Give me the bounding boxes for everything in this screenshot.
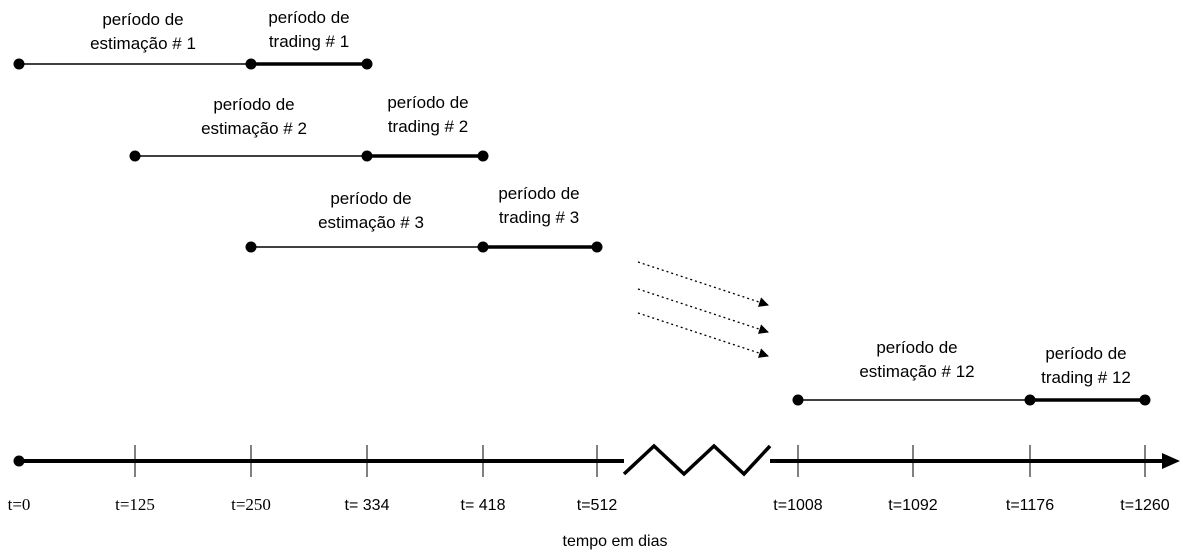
- trading-label-3b: trading # 3: [499, 208, 579, 227]
- period-1: período de estimação # 1 período de trad…: [13, 8, 373, 70]
- estimation-label-1b: estimação # 1: [90, 34, 196, 53]
- trading-label-12b: trading # 12: [1041, 368, 1131, 387]
- trading-label-2b: trading # 2: [388, 117, 468, 136]
- estimation-label-3b: estimação # 3: [318, 213, 424, 232]
- trading-label-2a: período de: [387, 93, 468, 112]
- start-point-2: [129, 150, 141, 162]
- end-point-12: [1139, 394, 1151, 406]
- start-point-3: [245, 241, 257, 253]
- end-point-3: [591, 241, 603, 253]
- trading-label-1b: trading # 1: [269, 32, 349, 51]
- axis-break-zigzag: [622, 443, 772, 477]
- estimation-label-12a: período de: [876, 338, 957, 357]
- end-point-1: [361, 58, 373, 70]
- estimation-label-12b: estimação # 12: [859, 362, 974, 381]
- period-3: período de estimação # 3 período de trad…: [245, 184, 603, 253]
- tick-label-1176: t=1176: [1006, 497, 1054, 514]
- dotted-arrow-2: [637, 288, 769, 334]
- dotted-arrow-1: [637, 261, 769, 307]
- continuation-arrows: [637, 261, 769, 358]
- estimation-label-2b: estimação # 2: [201, 119, 307, 138]
- start-point-1: [13, 58, 25, 70]
- tick-label-250: t=250: [231, 495, 271, 514]
- tick-label-334: t= 334: [345, 497, 390, 514]
- tick-label-1260: t=1260: [1120, 497, 1169, 514]
- period-12: período de estimação # 12 período de tra…: [792, 338, 1151, 406]
- tick-label-0: t=0: [8, 495, 31, 514]
- period-2: período de estimação # 2 período de trad…: [129, 93, 489, 162]
- estimation-label-2a: período de: [213, 95, 294, 114]
- mid-point-12: [1024, 394, 1036, 406]
- tick-label-418: t= 418: [461, 497, 506, 514]
- tick-label-125: t=125: [115, 495, 155, 514]
- estimation-label-3a: período de: [330, 189, 411, 208]
- estimation-label-1a: período de: [102, 10, 183, 29]
- axis-arrowhead: [1162, 453, 1180, 469]
- trading-label-12a: período de: [1045, 344, 1126, 363]
- time-axis: t=0 t=125 t=250 t= 334 t= 418 t=512 t=10…: [8, 443, 1180, 550]
- tick-label-512: t=512: [577, 497, 618, 514]
- mid-point-2: [361, 150, 373, 162]
- mid-point-3: [477, 241, 489, 253]
- axis-title: tempo em dias: [563, 533, 668, 550]
- axis-origin-point: [13, 455, 25, 467]
- tick-label-1092: t=1092: [888, 497, 937, 514]
- start-point-12: [792, 394, 804, 406]
- trading-label-1a: período de: [268, 8, 349, 27]
- tick-label-1008: t=1008: [773, 497, 822, 514]
- end-point-2: [477, 150, 489, 162]
- mid-point-1: [245, 58, 257, 70]
- trading-label-3a: período de: [498, 184, 579, 203]
- dotted-arrow-3: [637, 312, 769, 358]
